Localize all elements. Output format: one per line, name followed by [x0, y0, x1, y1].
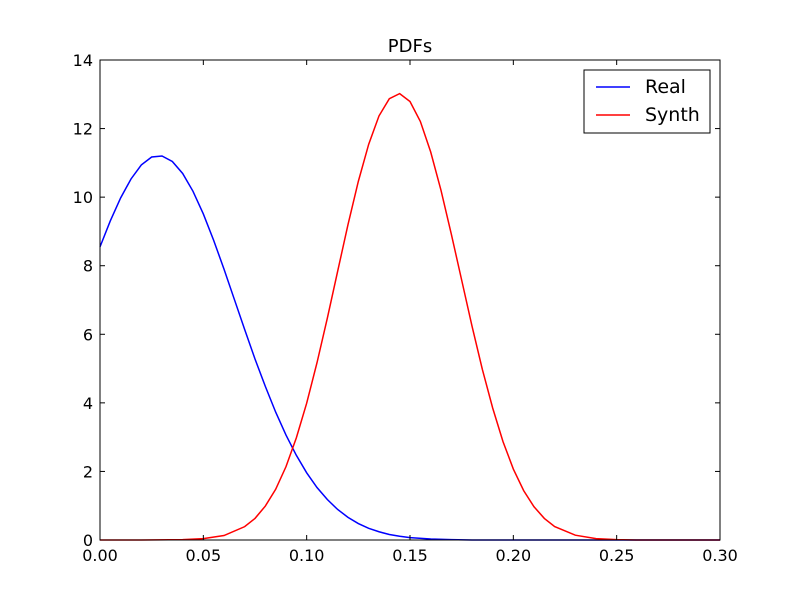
y-tick-label: 0	[83, 531, 93, 550]
y-tick-label: 4	[83, 394, 93, 413]
y-tick-label: 12	[73, 120, 93, 139]
plot-frame	[99, 59, 721, 541]
x-tick-label: 0.15	[392, 546, 428, 565]
x-tick-label: 0.30	[702, 546, 738, 565]
legend: Real Synth	[583, 69, 711, 134]
legend-label-real: Real	[645, 76, 686, 98]
axis-ticks: 0.00 0.05 0.10 0.15 0.20 0.25 0.30 0 2 4 6 8 10 12 14	[73, 51, 738, 565]
y-tick-label: 8	[83, 257, 93, 276]
series-line-real	[99, 155, 720, 541]
x-tick-label: 0.25	[599, 546, 635, 565]
y-tick-label: 2	[83, 462, 93, 481]
chart-title: PDFs	[388, 36, 432, 57]
legend-label-synth: Synth	[645, 104, 700, 126]
x-tick-label: 0.05	[186, 546, 222, 565]
plot-curves	[99, 92, 720, 541]
y-tick-label: 14	[73, 51, 93, 70]
x-tick-label: 0.20	[496, 546, 532, 565]
legend-box	[583, 69, 711, 134]
y-tick-label: 6	[83, 325, 93, 344]
x-tick-label: 0.10	[289, 546, 325, 565]
series-line-synth	[100, 92, 720, 541]
y-tick-label: 10	[73, 188, 93, 207]
x-tick-label: 0.00	[82, 546, 118, 565]
